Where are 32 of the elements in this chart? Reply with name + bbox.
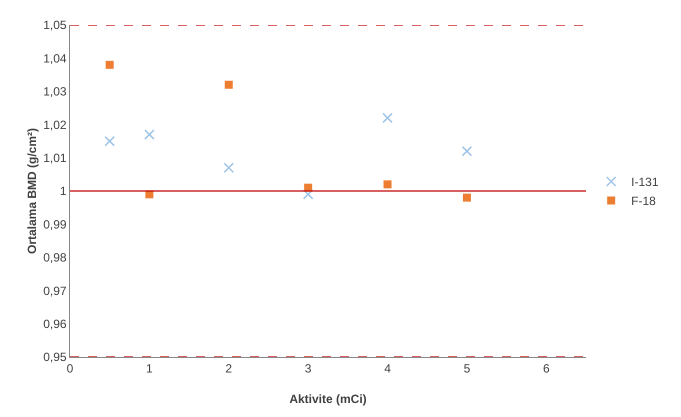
y-tick-label: 0,95 (43, 350, 67, 364)
point (144, 129, 155, 140)
point (302, 189, 314, 200)
point (106, 60, 114, 69)
x-tick-label: 5 (464, 361, 471, 376)
x-tick-label: 0 (66, 361, 74, 376)
y-tick-label: 1,01 (43, 151, 67, 165)
y-tick-label: 0,98 (43, 250, 67, 265)
x-tick-label: 2 (225, 361, 232, 376)
point (224, 80, 233, 89)
point (462, 146, 472, 156)
x-tick-label: 6 (542, 361, 550, 376)
point (384, 180, 392, 188)
x-tick-label: 4 (384, 361, 392, 376)
y-tick-label: 1,04 (43, 51, 67, 66)
y-axis-title: Ortalama BMD (g/cm²) (25, 128, 39, 254)
point (382, 112, 393, 124)
point (224, 162, 234, 174)
y-tick-label: 0,97 (43, 284, 67, 298)
x-axis-title: Aktivite (mCi) (289, 392, 367, 406)
point (104, 136, 115, 146)
point (462, 194, 471, 202)
legend-label: F-18 (631, 194, 656, 208)
y-tick-label: 1,02 (43, 118, 67, 132)
y-tick-label: 0,99 (43, 217, 67, 232)
x-tick-label: 1 (146, 361, 154, 376)
y-tick-label: 1 (60, 184, 67, 198)
y-tick-label: 0,96 (43, 317, 67, 331)
x-tick-label: 3 (304, 361, 312, 376)
legend-label: I-131 (631, 175, 659, 190)
y-tick-label: 1,05 (43, 18, 67, 32)
y-tick-label: 1,03 (43, 84, 67, 99)
